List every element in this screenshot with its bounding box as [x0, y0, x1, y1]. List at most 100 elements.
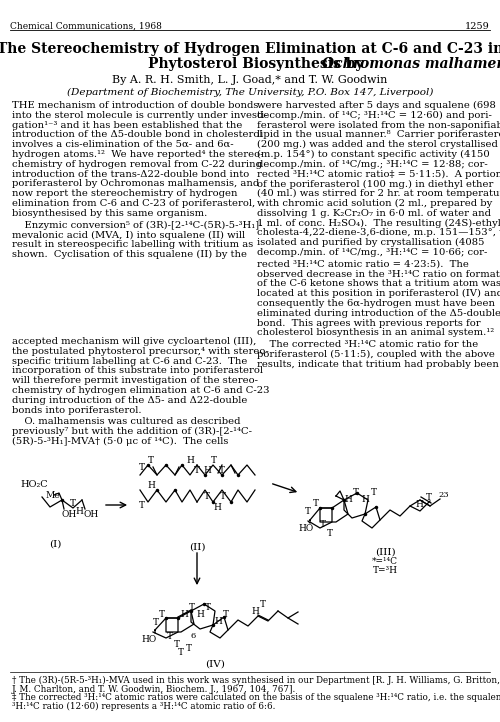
Text: T: T [313, 499, 319, 508]
Text: THE mechanism of introduction of double bonds: THE mechanism of introduction of double … [12, 101, 258, 110]
Text: introduction of the Δ5-double bond in cholesterol: introduction of the Δ5-double bond in ch… [12, 131, 262, 139]
Text: chemistry of hydrogen elimination at C-6 and C-23: chemistry of hydrogen elimination at C-6… [12, 386, 270, 395]
Text: poriferasterol (5·11:5), coupled with the above: poriferasterol (5·11:5), coupled with th… [257, 350, 495, 359]
Text: were harvested after 5 days and squalene (698: were harvested after 5 days and squalene… [257, 101, 496, 110]
Text: of the poriferasterol (100 mg.) in diethyl ether: of the poriferasterol (100 mg.) in dieth… [257, 179, 494, 188]
Text: will therefore permit investigation of the stereo-: will therefore permit investigation of t… [12, 376, 258, 386]
Text: T: T [220, 492, 226, 501]
Text: H: H [75, 507, 83, 516]
Text: 23: 23 [438, 491, 448, 499]
Text: (m.p. 154°) to constant specific activity (4150: (m.p. 154°) to constant specific activit… [257, 150, 490, 159]
Text: H: H [214, 617, 222, 626]
Text: T: T [426, 493, 432, 502]
Text: T: T [219, 466, 225, 475]
Text: H: H [344, 495, 352, 504]
Text: decomp./min. of ¹⁴C/mg.; ³H:¹⁴C = 12·88; cor-: decomp./min. of ¹⁴C/mg.; ³H:¹⁴C = 12·88;… [257, 160, 488, 169]
Text: H: H [196, 610, 204, 619]
Text: (5R)-5-³H₁]-MVA† (5·0 μc of ¹⁴C).  The cells: (5R)-5-³H₁]-MVA† (5·0 μc of ¹⁴C). The ce… [12, 437, 228, 446]
Text: gation¹⁻³ and it has been established that the: gation¹⁻³ and it has been established th… [12, 121, 242, 130]
Text: 1259: 1259 [465, 22, 490, 31]
Text: ‡ The corrected ³H:¹⁴C atomic ratios were calculated on the basis of the squalen: ‡ The corrected ³H:¹⁴C atomic ratios wer… [12, 693, 500, 702]
Text: Phytosterol Biosynthesis by: Phytosterol Biosynthesis by [148, 57, 368, 71]
Text: incorporation of this substrate into poriferasterol: incorporation of this substrate into por… [12, 366, 263, 375]
Text: 6: 6 [190, 632, 196, 640]
Text: located at this position in poriferasterol (IV) and: located at this position in poriferaster… [257, 290, 500, 298]
Text: T=³H: T=³H [372, 566, 398, 575]
Text: O. malhamensis was cultured as described: O. malhamensis was cultured as described [12, 417, 240, 427]
Text: mevalonic acid (MVA, I) into squalene (II) will: mevalonic acid (MVA, I) into squalene (I… [12, 230, 245, 240]
Text: T: T [148, 456, 154, 465]
Text: isolated and purified by crystallisation (4085: isolated and purified by crystallisation… [257, 238, 484, 248]
Text: the postulated phytosterol precursor,⁴ with stereo-: the postulated phytosterol precursor,⁴ w… [12, 347, 269, 356]
Text: decomp./min. of ¹⁴C; ³H:¹⁴C = 12·60) and pori-: decomp./min. of ¹⁴C; ³H:¹⁴C = 12·60) and… [257, 110, 492, 120]
Text: bond.  This agrees with previous reports for: bond. This agrees with previous reports … [257, 318, 480, 328]
Text: cholesterol biosynthesis in an animal system.¹²: cholesterol biosynthesis in an animal sy… [257, 329, 494, 337]
Text: OH: OH [61, 510, 76, 519]
Text: T: T [305, 507, 311, 516]
Text: T: T [189, 603, 195, 612]
Text: T: T [260, 600, 266, 609]
Text: rected ³H:¹⁴C atomic ratio‡ = 5·11:5).  A portion: rected ³H:¹⁴C atomic ratio‡ = 5·11:5). A… [257, 170, 500, 179]
Text: T: T [70, 499, 76, 508]
Text: T: T [204, 492, 210, 501]
Text: specific tritium labelling at C-6 and C-23.  The: specific tritium labelling at C-6 and C-… [12, 357, 248, 365]
Text: of the C-6 ketone shows that a tritium atom was: of the C-6 ketone shows that a tritium a… [257, 279, 500, 288]
Text: elimination from C-6 and C-23 of poriferasterol,: elimination from C-6 and C-23 of porifer… [12, 199, 256, 208]
Text: 1 ml. of conc. H₂SO₄).  The resulting (24S)-ethyl-: 1 ml. of conc. H₂SO₄). The resulting (24… [257, 219, 500, 227]
Text: T: T [167, 632, 173, 641]
Text: (I): (I) [49, 540, 61, 549]
Text: T: T [153, 618, 159, 627]
Text: H: H [213, 503, 221, 512]
Text: cholesta-4,22-diene-3,6-dione, m.p. 151—153°, was: cholesta-4,22-diene-3,6-dione, m.p. 151—… [257, 228, 500, 238]
Text: The corrected ³H:¹⁴C atomic ratio for the: The corrected ³H:¹⁴C atomic ratio for th… [257, 340, 478, 349]
Text: H: H [180, 610, 188, 619]
Text: rected ³H:¹⁴C atomic ratio = 4·23:5).  The: rected ³H:¹⁴C atomic ratio = 4·23:5). Th… [257, 260, 469, 269]
Text: J. M. Charlton, and T. W. Goodwin, Biochem. J., 1967, 104, 767].: J. M. Charlton, and T. W. Goodwin, Bioch… [12, 684, 296, 694]
Text: T: T [205, 603, 211, 612]
Text: Enzymic conversion⁵ of (3R)-[2-¹⁴C-(5R)-5-³H₁]-: Enzymic conversion⁵ of (3R)-[2-¹⁴C-(5R)-… [12, 221, 262, 230]
Text: HO: HO [298, 524, 313, 533]
Text: By A. R. H. Smith, L. J. Goad,* and T. W. Goodwin: By A. R. H. Smith, L. J. Goad,* and T. W… [112, 75, 388, 85]
Text: (Department of Biochemistry, The University, P.O. Box 147, Liverpool): (Department of Biochemistry, The Univers… [67, 88, 433, 97]
Text: H: H [251, 607, 259, 616]
Text: ferasterol were isolated from the non-saponifiable: ferasterol were isolated from the non-sa… [257, 121, 500, 130]
Text: † The (3R)-(5R-5-³H₁)-MVA used in this work was synthesised in our Department [R: † The (3R)-(5R-5-³H₁)-MVA used in this w… [12, 676, 500, 685]
Text: H: H [186, 456, 194, 465]
Text: T: T [353, 488, 359, 497]
Text: (III): (III) [374, 548, 396, 557]
Text: T: T [320, 520, 326, 529]
Text: T: T [178, 648, 184, 657]
Text: (IV): (IV) [205, 660, 225, 669]
Text: observed decrease in the ³H:¹⁴C ratio on formation: observed decrease in the ³H:¹⁴C ratio on… [257, 269, 500, 279]
Text: now report the stereochemistry of hydrogen: now report the stereochemistry of hydrog… [12, 189, 237, 199]
Text: poriferasterol by Ochromonas malhamensis, and: poriferasterol by Ochromonas malhamensis… [12, 179, 259, 188]
Text: eliminated during introduction of the Δ5-double: eliminated during introduction of the Δ5… [257, 309, 500, 318]
Text: HO₂C: HO₂C [20, 480, 48, 489]
Text: into the sterol molecule is currently under investi-: into the sterol molecule is currently un… [12, 110, 268, 120]
Text: (II): (II) [189, 543, 206, 552]
Text: T: T [139, 501, 145, 510]
Text: H: H [415, 500, 423, 509]
Text: H: H [147, 481, 155, 490]
Text: H: H [203, 466, 211, 475]
Text: involves a cis-elimination of the 5α- and 6α-: involves a cis-elimination of the 5α- an… [12, 140, 234, 149]
Text: introduction of the trans-Δ22-double bond into: introduction of the trans-Δ22-double bon… [12, 170, 249, 178]
Text: T: T [174, 640, 180, 649]
Text: T: T [211, 456, 217, 465]
Text: during introduction of the Δ5- and Δ22-double: during introduction of the Δ5- and Δ22-d… [12, 396, 248, 405]
Text: previously⁷ but with the addition of (3R)-[2-¹⁴C-: previously⁷ but with the addition of (3R… [12, 427, 252, 436]
Text: shown.  Cyclisation of this squalene (II) by the: shown. Cyclisation of this squalene (II)… [12, 250, 247, 259]
Text: with chromic acid solution (2 ml., prepared by: with chromic acid solution (2 ml., prepa… [257, 199, 492, 208]
Text: decomp./min. of ¹⁴C/mg., ³H:¹⁴C = 10·66; cor-: decomp./min. of ¹⁴C/mg., ³H:¹⁴C = 10·66;… [257, 248, 488, 257]
Text: biosynthesised by this same organism.: biosynthesised by this same organism. [12, 209, 207, 218]
Text: H: H [361, 495, 369, 504]
Text: consequently the 6α-hydrogen must have been: consequently the 6α-hydrogen must have b… [257, 299, 495, 308]
Text: The Stereochemistry of Hydrogen Elimination at C-6 and C-23 in: The Stereochemistry of Hydrogen Eliminat… [0, 42, 500, 56]
Text: *=¹⁴C: *=¹⁴C [372, 557, 398, 566]
Text: chemistry of hydrogen removal from C-22 during: chemistry of hydrogen removal from C-22 … [12, 160, 262, 169]
Text: (40 ml.) was stirred for 2 hr. at room temperature: (40 ml.) was stirred for 2 hr. at room t… [257, 189, 500, 199]
Text: (200 mg.) was added and the sterol crystallised: (200 mg.) was added and the sterol cryst… [257, 140, 498, 149]
Text: result in stereospecific labelling with tritium as: result in stereospecific labelling with … [12, 240, 254, 249]
Text: OH: OH [83, 510, 98, 519]
Text: Me: Me [46, 491, 60, 500]
